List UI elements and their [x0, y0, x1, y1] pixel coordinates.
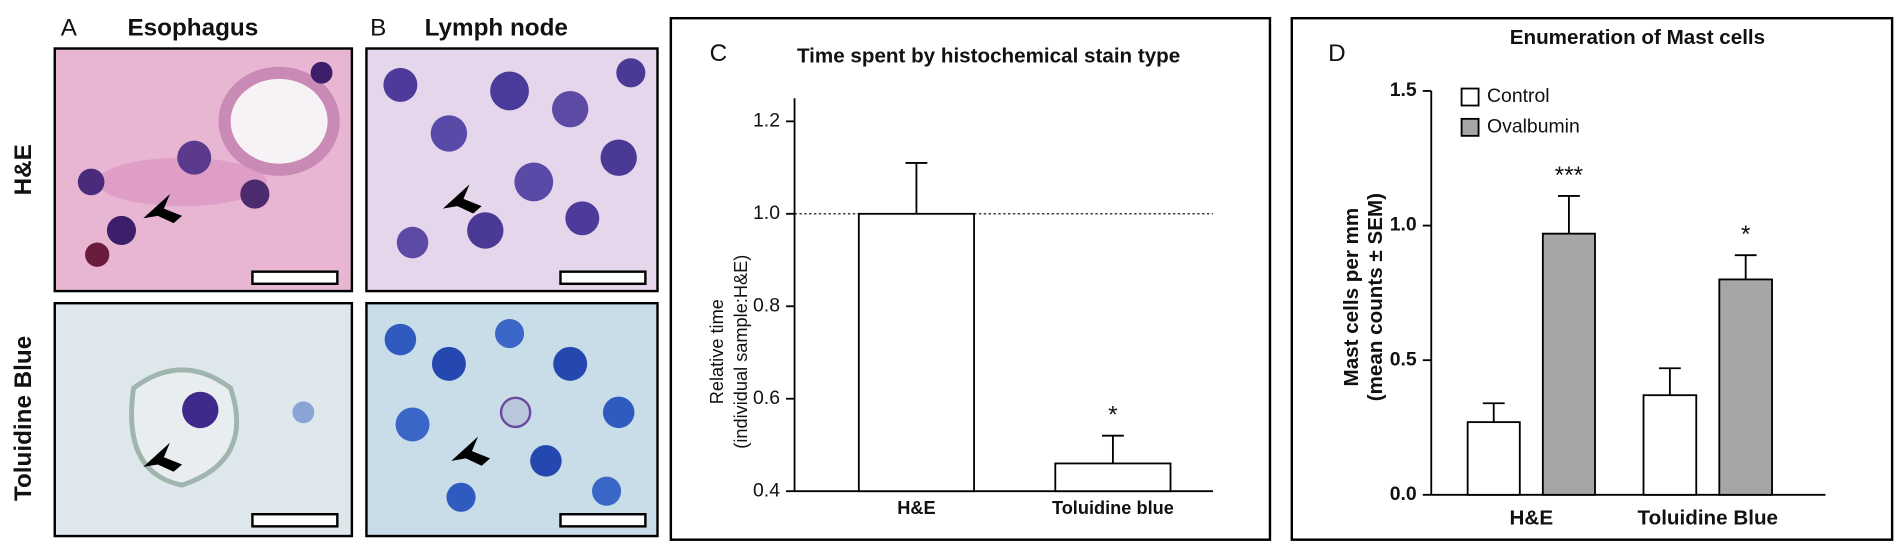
error-bar	[1734, 254, 1757, 280]
y-tick-label: 0.4	[753, 479, 780, 501]
micrograph	[365, 47, 659, 293]
significance-label: ***	[1555, 162, 1584, 189]
panel-letter: C	[710, 40, 728, 67]
y-tick-label: 1.0	[1390, 214, 1417, 236]
y-tick-label: 0.8	[753, 294, 780, 316]
bar	[1054, 462, 1172, 493]
y-tick-label: 1.5	[1390, 79, 1417, 101]
panel-frame	[669, 16, 1272, 541]
legend-label: Ovalbumin	[1487, 115, 1580, 137]
panel-frame	[1290, 16, 1894, 541]
bar	[1718, 278, 1773, 496]
y-axis-label: Mast cells per mm	[1340, 208, 1363, 387]
bar	[857, 212, 975, 493]
significance-label: *	[1741, 221, 1751, 248]
y-tick-label: 1.2	[753, 109, 780, 131]
panel-letter: D	[1328, 40, 1346, 67]
error-bar	[905, 162, 928, 214]
y-tick-label: 0.5	[1390, 348, 1417, 370]
bar	[1541, 232, 1596, 496]
bar	[1642, 394, 1698, 496]
y-axis-label: (individual sample:H&E)	[731, 255, 751, 449]
x-tick-label: H&E	[1510, 507, 1554, 530]
error-bar	[1482, 402, 1505, 423]
y-tick-label: 0.6	[753, 387, 780, 409]
y-tick-label: 1.0	[753, 202, 780, 224]
y-axis-label: Relative time	[707, 299, 727, 404]
legend-swatch	[1460, 87, 1480, 107]
bar	[1466, 421, 1521, 496]
micrograph	[53, 47, 354, 293]
error-bar	[1101, 434, 1124, 464]
chart-title: Enumeration of Mast cells	[1510, 26, 1765, 49]
y-tick-label: 0.0	[1390, 483, 1417, 505]
error-bar	[1558, 195, 1580, 234]
row-label: H&E	[10, 144, 37, 195]
panel-letter: B	[370, 15, 386, 42]
x-tick-label: Toluidine Blue	[1638, 507, 1778, 530]
micrograph	[53, 301, 354, 538]
row-label: Toluidine Blue	[10, 336, 37, 501]
error-bar	[1658, 367, 1681, 396]
legend-swatch	[1460, 117, 1480, 137]
x-tick-label: Toluidine blue	[1052, 498, 1174, 518]
micrograph	[365, 301, 659, 538]
x-tick-label: H&E	[897, 498, 935, 518]
histology-panels: A Esophagus B Lymph node H&E Toluidine B…	[10, 15, 659, 538]
panel-title: Lymph node	[425, 15, 568, 42]
panel-title: Esophagus	[128, 15, 259, 42]
y-axis-label: (mean counts ± SEM)	[1364, 193, 1387, 401]
significance-label: *	[1108, 402, 1118, 429]
chart-title: Time spent by histochemical stain type	[797, 44, 1180, 67]
legend-label: Control	[1487, 85, 1550, 107]
panel-letter: A	[61, 15, 78, 42]
